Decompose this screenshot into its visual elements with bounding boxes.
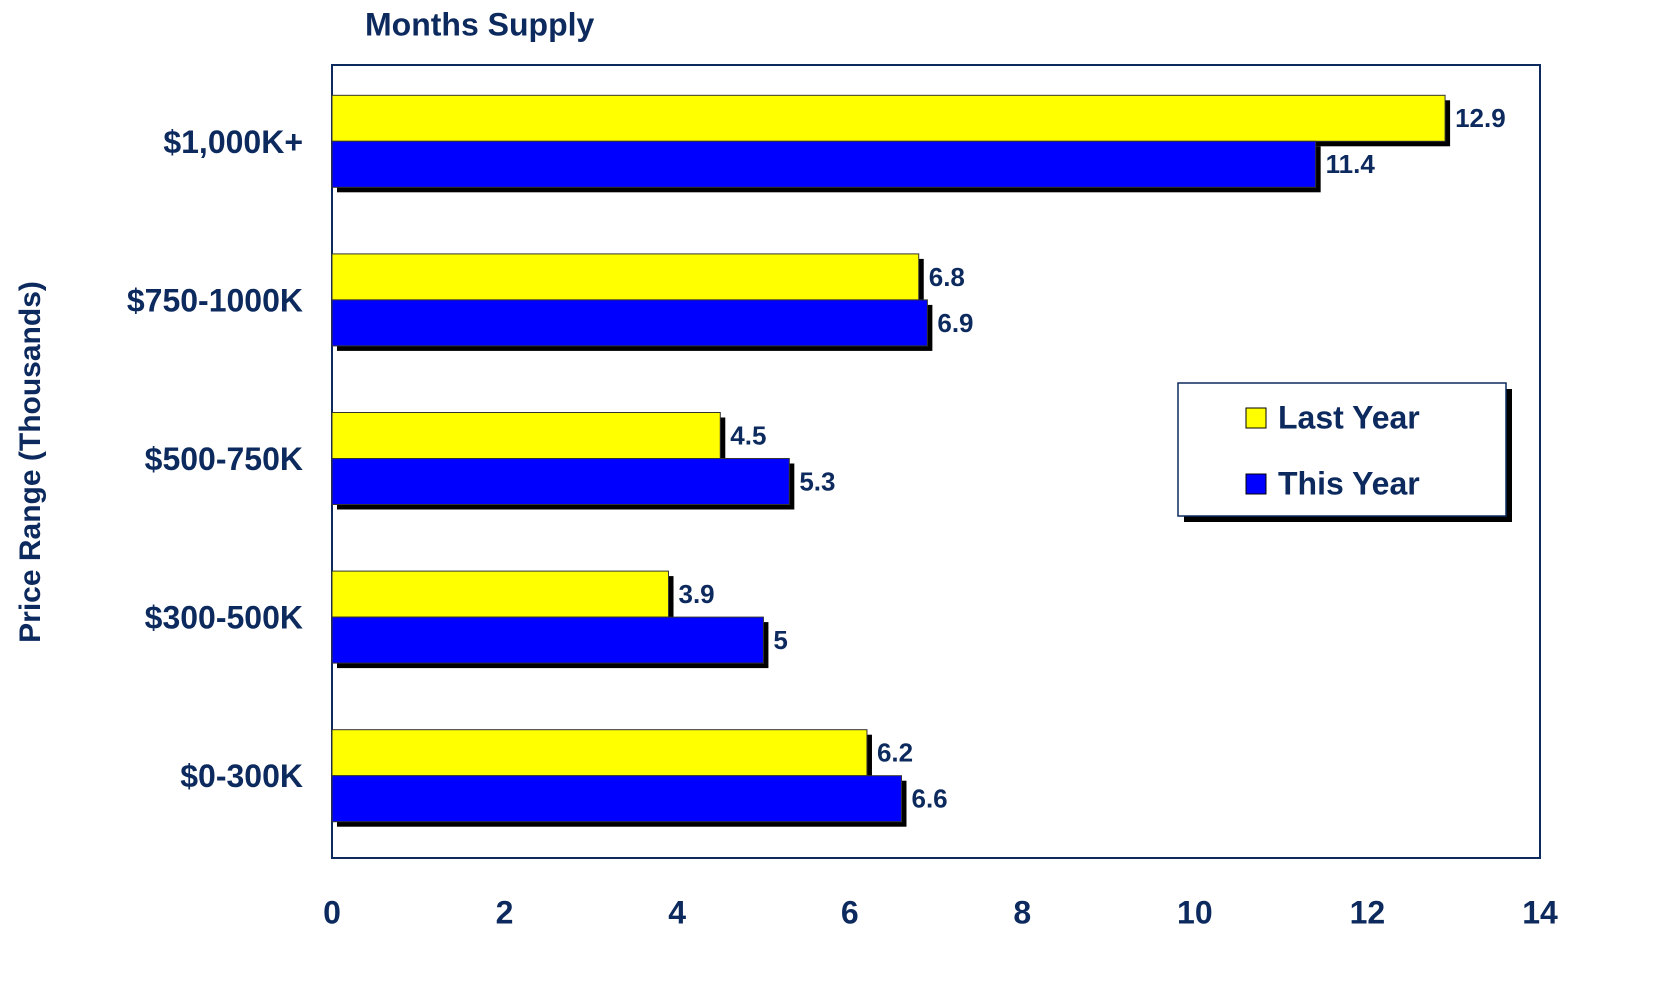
value-label: 5 [773, 625, 787, 655]
y-tick-label: $1,000K+ [163, 124, 303, 160]
value-label: 3.9 [679, 579, 715, 609]
bar [331, 616, 764, 664]
value-label: 5.3 [799, 466, 835, 496]
bar [331, 412, 721, 459]
legend-label: Last Year [1278, 399, 1420, 435]
bar [331, 253, 920, 301]
x-tick-label: 4 [668, 894, 686, 930]
y-axis-label: Price Range (Thousands) [14, 281, 47, 643]
value-label: 4.5 [730, 420, 766, 450]
value-label: 6.8 [929, 262, 965, 292]
y-tick-label: $300-500K [145, 600, 303, 636]
x-tick-label: 6 [841, 894, 859, 930]
x-tick-label: 2 [496, 894, 514, 930]
x-tick-label: 0 [323, 894, 341, 930]
legend-swatch [1245, 473, 1267, 495]
x-tick-label: 8 [1013, 894, 1031, 930]
bar [331, 140, 1317, 188]
y-tick-label: $750-1000K [127, 282, 303, 318]
bar [331, 299, 928, 347]
y-tick-label: $500-750K [145, 441, 303, 477]
value-label: 12.9 [1455, 103, 1506, 133]
legend-swatch [1245, 407, 1267, 429]
value-label: 6.6 [911, 784, 947, 814]
bar [331, 729, 868, 777]
x-tick-label: 12 [1350, 894, 1386, 930]
bar [331, 775, 902, 823]
value-label: 6.9 [937, 308, 973, 338]
value-label: 6.2 [877, 738, 913, 768]
legend [1177, 382, 1507, 517]
value-label: 11.4 [1326, 149, 1376, 179]
bar [331, 570, 670, 618]
y-tick-label: $0-300K [180, 758, 303, 794]
bar [331, 94, 1446, 142]
legend-label: This Year [1278, 465, 1420, 501]
bar [331, 458, 790, 505]
x-tick-label: 14 [1522, 894, 1558, 930]
chart-title: Months Supply [365, 6, 595, 42]
x-tick-label: 10 [1177, 894, 1213, 930]
